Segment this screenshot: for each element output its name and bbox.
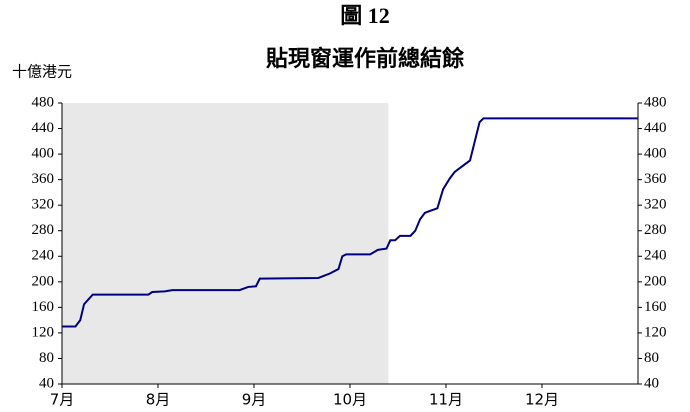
y-tick-label: 200	[32, 273, 55, 289]
x-tick-label: 10月	[333, 391, 367, 408]
y2-tick-label: 440	[644, 120, 667, 136]
y-tick-label: 480	[32, 94, 55, 110]
x-tick-label: 9月	[242, 391, 267, 408]
x-tick-label: 12月	[525, 391, 559, 408]
y2-tick-label: 120	[644, 324, 667, 340]
y-tick-label: 280	[32, 222, 55, 238]
y2-tick-label: 480	[644, 94, 667, 110]
y-tick-label: 40	[39, 375, 54, 391]
y-tick-label: 400	[32, 146, 55, 162]
shaded-region	[62, 103, 389, 384]
y-tick-label: 360	[32, 171, 55, 187]
y-axis-label: 十億港元	[12, 63, 72, 81]
y2-tick-label: 160	[644, 299, 667, 315]
y-tick-label: 240	[32, 248, 55, 264]
y2-tick-label: 240	[644, 248, 667, 264]
chart-subtitle: 貼現窗運作前總結餘	[266, 46, 465, 72]
x-tick-label: 11月	[429, 391, 463, 408]
y-tick-label: 120	[32, 324, 55, 340]
x-tick-label: 7月	[50, 391, 75, 408]
y2-tick-label: 400	[644, 146, 667, 162]
y2-tick-label: 200	[644, 273, 667, 289]
chart-title: 圖 12	[340, 3, 390, 28]
y-tick-label: 80	[39, 350, 54, 366]
y-tick-label: 160	[32, 299, 55, 315]
y2-tick-label: 320	[644, 197, 667, 213]
y2-tick-label: 360	[644, 171, 667, 187]
y-tick-label: 440	[32, 120, 55, 136]
y2-tick-label: 280	[644, 222, 667, 238]
y2-tick-label: 80	[644, 350, 659, 366]
y2-tick-label: 40	[644, 375, 659, 391]
x-tick-label: 8月	[146, 391, 171, 408]
line-series	[62, 117, 638, 328]
y-tick-label: 320	[32, 197, 55, 213]
